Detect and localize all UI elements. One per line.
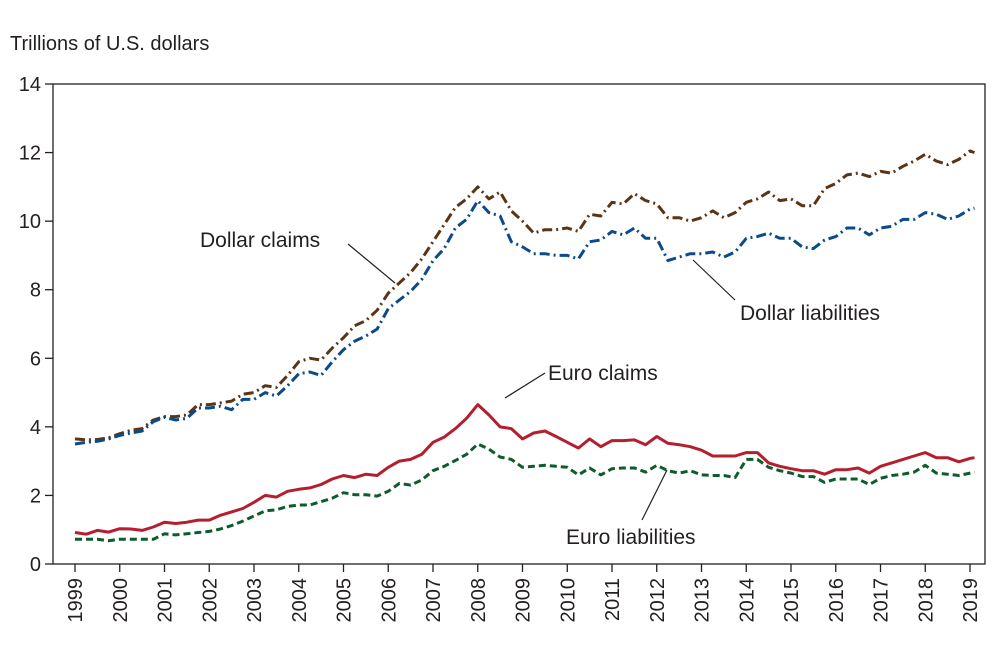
dollar-claims-line <box>74 149 976 442</box>
euro-liabilities-leader-line <box>641 469 668 521</box>
y-tick-label: 10 <box>19 211 41 233</box>
euro-liabilities-annotation: Euro liabilities <box>566 526 696 549</box>
series-layer <box>74 149 976 543</box>
dollar-liabilities-annotation: Dollar liabilities <box>740 302 880 325</box>
euro-claims-line <box>74 403 975 536</box>
x-tick-label: 2015 <box>781 578 803 623</box>
y-axis: 0 2 4 6 8 10 12 14 <box>19 74 53 576</box>
y-tick-label: 8 <box>30 280 41 302</box>
y-tick-label: 0 <box>30 554 41 576</box>
x-tick-label: 2002 <box>199 578 221 623</box>
x-tick-label: 2018 <box>915 578 937 623</box>
x-tick-label: 2007 <box>423 578 445 623</box>
x-tick-label: 2011 <box>602 578 624 621</box>
y-axis-unit-label: Trillions of U.S. dollars <box>10 33 210 55</box>
x-tick-label: 2017 <box>871 578 893 623</box>
annotation-layer: Dollar claims Dollar liabilities Euro cl… <box>200 229 880 549</box>
euro-claims-leader-line <box>504 372 546 399</box>
y-tick-label: 14 <box>19 74 41 96</box>
x-tick-label: 2005 <box>334 578 356 623</box>
x-tick-label: 2003 <box>244 578 266 623</box>
y-tick-label: 6 <box>30 348 41 370</box>
x-tick-label: 2001 <box>155 578 177 623</box>
x-tick-label: 2009 <box>513 578 535 623</box>
euro-liabilities-line <box>75 442 975 543</box>
x-tick-label: 2014 <box>736 578 758 623</box>
euro-claims-annotation: Euro claims <box>548 362 658 385</box>
x-tick-label: 2000 <box>110 578 132 623</box>
dollar-claims-leader-line <box>347 243 396 284</box>
x-axis: 1999 2000 2001 2002 2003 2004 2005 2006 2007 2008… <box>65 564 982 623</box>
x-tick-label: 2006 <box>378 578 400 623</box>
plot-frame <box>52 83 986 565</box>
x-tick-label: 2013 <box>692 578 714 623</box>
dollar-liabilities-line <box>74 199 975 446</box>
x-tick-label: 2008 <box>468 578 490 623</box>
x-tick-label: 2016 <box>826 578 848 623</box>
x-tick-label: 2010 <box>557 578 579 623</box>
dollar-claims-annotation: Dollar claims <box>200 229 320 252</box>
x-tick-label: 2019 <box>960 578 982 623</box>
x-tick-label: 1999 <box>65 578 87 623</box>
x-tick-label: 2004 <box>289 578 311 623</box>
dollar-liabilities-leader-line <box>692 259 736 301</box>
x-tick-label: 2012 <box>647 578 669 623</box>
y-tick-label: 12 <box>19 143 41 165</box>
y-tick-label: 2 <box>30 485 41 507</box>
y-tick-label: 4 <box>30 417 41 439</box>
